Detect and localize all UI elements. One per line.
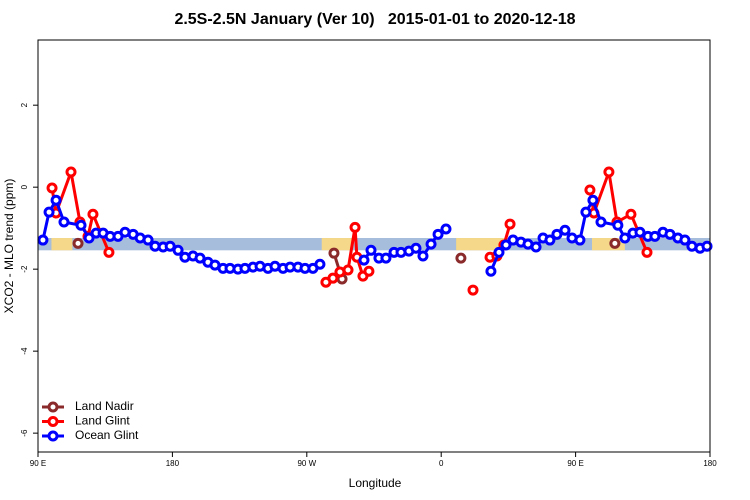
x-tick-label: 90 E [567,459,583,468]
point [172,244,184,256]
point [619,232,631,244]
land-band [321,238,352,251]
y-tick-label: 2 [20,102,29,107]
point [349,221,361,233]
legend-label: Land Glint [75,414,130,428]
point [649,230,661,242]
point [142,234,154,246]
point [544,234,556,246]
point [559,224,571,236]
x-tick-label: 90 E [30,459,46,468]
point [380,252,392,264]
point [50,194,62,206]
point [603,166,615,178]
x-axis-label: Longitude [349,476,402,490]
point [365,244,377,256]
point [328,247,340,259]
point [37,234,49,246]
land-band [51,238,73,251]
y-axis-label: XCO2 - MLO trend (ppm) [2,179,16,314]
legend-swatch-marker [47,401,59,413]
plot-frame [37,39,711,453]
point [455,252,467,264]
point [65,166,77,178]
legend-label: Land Nadir [75,399,134,413]
point [679,234,691,246]
point [701,240,713,252]
legend-swatch-marker [47,430,59,442]
legend-label: Ocean Glint [75,428,139,442]
point [609,237,621,249]
point [467,284,479,296]
point [574,234,586,246]
point [103,246,115,258]
x-tick-label: 90 W [297,459,316,468]
point [410,242,422,254]
legend-swatch-marker [47,416,59,427]
y-tick-label: -2 [20,265,29,273]
y-tick-label: 0 [20,184,29,189]
point [641,246,653,258]
point [417,250,429,262]
x-tick-label: 180 [703,459,717,468]
point [425,238,437,250]
point [46,182,58,194]
chart-title: 2.5S-2.5N January (Ver 10) 2015-01-01 to… [174,11,575,28]
point [342,264,354,276]
point [87,208,99,220]
point [580,206,592,218]
land-band [456,238,506,251]
point [634,226,646,238]
point [625,208,637,220]
point [363,265,375,277]
point [500,239,512,251]
point [551,228,563,240]
point [530,241,542,253]
point [493,246,505,258]
point [485,265,497,277]
point [440,223,452,235]
point [75,219,87,231]
point [194,252,206,264]
point [43,206,55,218]
point [584,184,596,196]
point [612,219,624,231]
y-tick-label: -6 [20,429,29,437]
point [432,228,444,240]
point [595,216,607,228]
y-tick-label: -4 [20,347,29,355]
plot-area [37,166,713,296]
point [587,194,599,206]
point [83,232,95,244]
point [72,237,84,249]
point [358,254,370,266]
point [164,240,176,252]
x-tick-label: 180 [166,459,180,468]
point [327,272,339,284]
x-tick-label: 0 [439,459,444,468]
point [58,216,70,228]
point [504,218,516,230]
point [314,258,326,270]
